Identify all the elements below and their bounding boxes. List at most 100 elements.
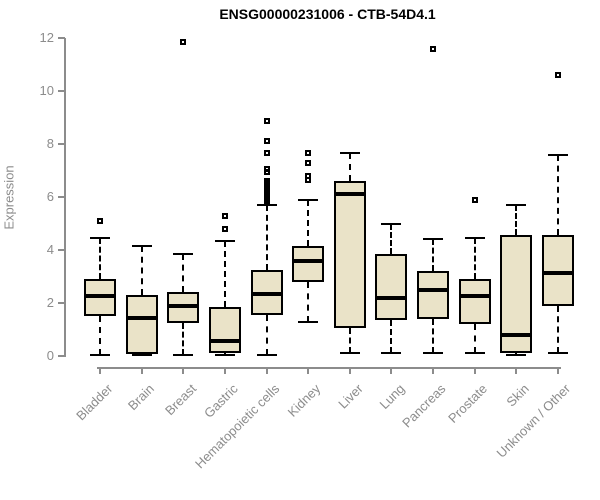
y-tick-label-8: 8: [46, 136, 54, 151]
y-tick-label-0: 0: [46, 348, 54, 363]
outlier-kidney: [305, 150, 312, 157]
lower-whisker-breast: [182, 322, 185, 355]
y-axis-label: Expression: [1, 165, 17, 230]
lower-whisker-gastric: [223, 353, 226, 356]
upper-whisker-gastric: [223, 240, 226, 307]
lower-cap-bladder: [90, 353, 110, 356]
x-tick-brain: [140, 368, 143, 374]
lower-cap-lung: [381, 352, 402, 355]
lower-cap-breast: [173, 353, 194, 356]
x-label-breast: Breast: [161, 381, 199, 419]
x-tick-skin: [515, 368, 518, 374]
x-tick-breast: [182, 368, 185, 374]
box-prostate: [458, 279, 491, 325]
lower-whisker-skin: [515, 353, 518, 356]
upper-whisker-kidney: [307, 199, 310, 247]
median-pancreas: [417, 287, 450, 292]
y-tick-6: [58, 196, 65, 198]
lower-cap-unknown-other: [548, 352, 568, 355]
median-kidney: [292, 258, 325, 263]
y-tick-12: [58, 37, 65, 39]
lower-whisker-pancreas: [432, 318, 435, 354]
lower-whisker-hematopoietic-cells: [265, 314, 268, 355]
outlier-gastric: [221, 212, 228, 219]
outlier-gastric: [221, 225, 228, 232]
upper-cap-kidney: [298, 198, 319, 201]
chart-title: ENSG00000231006 - CTB-54D4.1: [219, 6, 436, 22]
lower-cap-brain: [131, 354, 152, 357]
upper-cap-lung: [381, 222, 402, 225]
y-tick-4: [58, 249, 65, 251]
y-tick-10: [58, 90, 65, 92]
outlier-breast: [180, 38, 187, 45]
upper-whisker-breast: [182, 253, 185, 293]
x-tick-gastric: [223, 368, 226, 374]
outlier-hematopoietic-cells: [263, 166, 270, 173]
median-lung: [375, 295, 408, 300]
box-gastric: [208, 306, 241, 354]
upper-cap-brain: [131, 245, 152, 248]
upper-whisker-skin: [515, 204, 518, 236]
y-tick-label-6: 6: [46, 189, 54, 204]
x-tick-liver: [348, 368, 351, 374]
lower-cap-gastric: [214, 354, 235, 357]
upper-whisker-lung: [390, 223, 393, 254]
median-gastric: [208, 339, 241, 344]
x-tick-lung: [390, 368, 393, 374]
y-axis-line: [64, 38, 66, 357]
y-tick-label-4: 4: [46, 242, 54, 257]
lower-whisker-kidney: [307, 281, 310, 322]
x-tick-bladder: [99, 368, 101, 374]
box-liver: [333, 181, 366, 329]
upper-cap-pancreas: [423, 238, 444, 241]
x-tick-hematopoietic-cells: [265, 368, 268, 374]
outlier-unknown-other: [555, 72, 561, 79]
y-tick-2: [58, 302, 65, 304]
lower-cap-liver: [339, 352, 360, 355]
x-tick-pancreas: [432, 368, 435, 374]
box-pancreas: [417, 271, 450, 319]
lower-whisker-liver: [348, 328, 351, 354]
lower-whisker-bladder: [99, 316, 101, 355]
x-label-pancreas: Pancreas: [399, 381, 449, 431]
outlier-pancreas: [430, 45, 437, 52]
median-hematopoietic-cells: [250, 291, 283, 296]
upper-cap-breast: [173, 252, 194, 255]
lower-whisker-lung: [390, 320, 393, 354]
median-skin: [500, 333, 533, 338]
upper-cap-bladder: [90, 237, 110, 240]
outlier-kidney: [305, 172, 312, 179]
outlier-prostate: [471, 196, 478, 203]
outlier-bladder: [97, 217, 103, 224]
x-label-lung: Lung: [376, 381, 408, 413]
outlier-hematopoietic-cells: [263, 118, 270, 125]
lower-whisker-prostate: [473, 324, 476, 354]
upper-cap-liver: [339, 152, 360, 155]
outlier-hematopoietic-cells: [263, 177, 270, 184]
x-label-bladder: Bladder: [73, 381, 116, 424]
x-tick-kidney: [307, 368, 310, 374]
x-label-prostate: Prostate: [445, 381, 491, 426]
upper-whisker-prostate: [473, 238, 476, 280]
median-breast: [167, 303, 200, 308]
y-tick-label-10: 10: [39, 83, 54, 98]
x-label-kidney: Kidney: [285, 381, 324, 420]
lower-cap-prostate: [464, 352, 485, 355]
y-tick-label-2: 2: [46, 295, 54, 310]
outlier-hematopoietic-cells: [263, 150, 270, 157]
upper-cap-skin: [506, 203, 527, 206]
x-label-gastric: Gastric: [200, 381, 241, 421]
upper-whisker-unknown-other: [557, 154, 559, 236]
upper-cap-prostate: [464, 237, 485, 240]
upper-whisker-brain: [140, 246, 143, 296]
x-label-brain: Brain: [125, 381, 158, 414]
lower-cap-kidney: [298, 320, 319, 323]
x-axis-line: [97, 367, 561, 369]
upper-whisker-pancreas: [432, 239, 435, 272]
x-tick-unknown-other: [557, 368, 559, 374]
x-label-skin: Skin: [503, 381, 532, 410]
y-tick-0: [58, 355, 65, 357]
x-label-liver: Liver: [334, 381, 366, 412]
x-label-unknown-other: Unknown / Other: [494, 381, 574, 461]
